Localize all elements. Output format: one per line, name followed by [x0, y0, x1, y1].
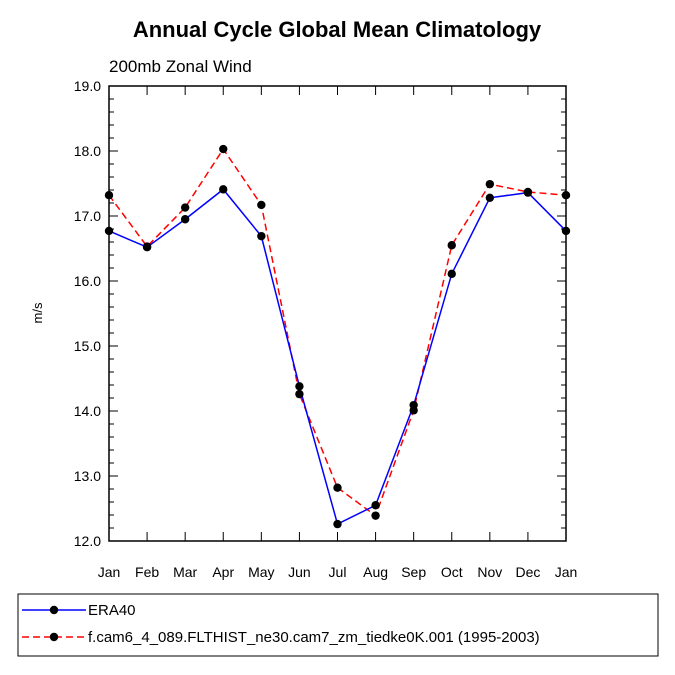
y-tick-label: 14.0	[74, 403, 101, 419]
data-point	[257, 200, 266, 210]
data-point	[219, 185, 228, 194]
x-tick-label: Mar	[173, 564, 197, 580]
x-tick-label: Sep	[401, 564, 426, 580]
data-point	[447, 269, 456, 279]
y-tick-label: 17.0	[74, 208, 101, 224]
x-tick-label: Aug	[363, 564, 388, 580]
data-point	[447, 241, 456, 250]
x-tick-label: Jul	[329, 564, 347, 580]
data-point	[371, 501, 380, 510]
y-tick-label: 13.0	[74, 468, 101, 484]
data-point	[257, 231, 266, 241]
ticks-layer: 12.0 13.0 14.0 15.0 16.0 17.0 18.0 19.0 Jan Feb Ma…	[74, 78, 578, 580]
data-point	[180, 203, 190, 212]
x-tick-label: Jan	[555, 564, 578, 580]
data-point	[333, 483, 342, 492]
legend-items: ERA40 f.cam6_4_089.FLTHIST_ne30.cam7_zm_t…	[22, 602, 540, 646]
chart-title: Annual Cycle Global Mean Climatology	[133, 17, 542, 42]
data-point	[485, 193, 495, 202]
y-tick-label: 15.0	[74, 338, 101, 354]
x-tick-label: Jun	[288, 564, 311, 580]
x-tick-label: Apr	[212, 564, 234, 580]
y-tick-label: 12.0	[74, 533, 101, 549]
data-point	[142, 242, 152, 251]
y-tick-label: 19.0	[74, 78, 101, 94]
chart-subtitle: 200mb Zonal Wind	[109, 57, 252, 76]
plot-frame	[108, 85, 567, 542]
x-tick-label: May	[248, 564, 274, 580]
legend-marker	[49, 632, 59, 642]
legend: ERA40 f.cam6_4_089.FLTHIST_ne30.cam7_zm_t…	[17, 593, 659, 657]
data-point	[371, 511, 380, 520]
x-tick-label: Nov	[477, 564, 502, 580]
x-tick-label: Oct	[441, 564, 463, 580]
data-point	[523, 187, 533, 197]
legend-label: f.cam6_4_089.FLTHIST_ne30.cam7_zm_tiedke…	[88, 629, 540, 646]
data-point	[333, 519, 342, 529]
legend-marker	[49, 605, 59, 615]
x-tick-label: Dec	[515, 564, 540, 580]
x-tick-label: Jan	[98, 564, 121, 580]
series-line	[108, 147, 567, 517]
x-tick-label: Feb	[135, 564, 159, 580]
data-point	[409, 406, 418, 415]
data-point	[180, 215, 190, 224]
y-tick-label: 16.0	[74, 273, 101, 289]
data-point	[295, 382, 304, 391]
data-point	[485, 179, 495, 189]
series-line	[108, 188, 567, 526]
data-point	[295, 389, 304, 399]
legend-box	[17, 593, 659, 657]
y-axis-label: m/s	[30, 302, 45, 323]
y-tick-label: 18.0	[74, 143, 101, 159]
series-layer	[104, 144, 571, 529]
data-point	[219, 144, 228, 154]
legend-label: ERA40	[88, 602, 136, 619]
